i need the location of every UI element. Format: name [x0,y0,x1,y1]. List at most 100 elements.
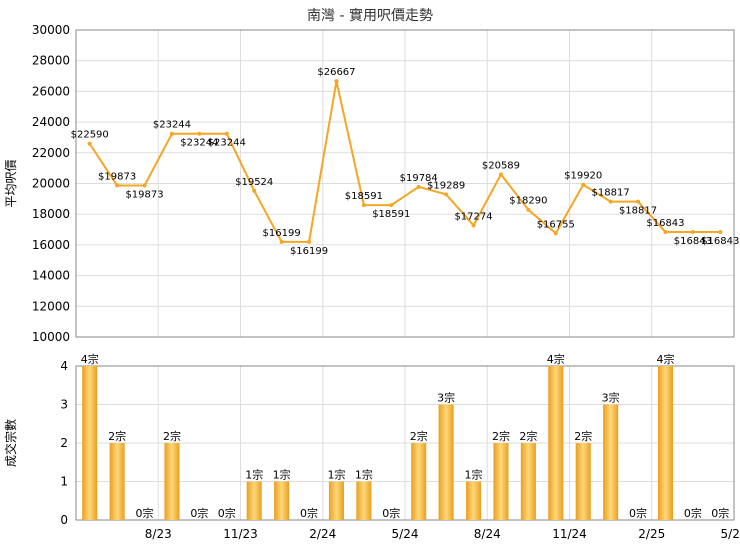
price-data-label: $20589 [482,160,520,171]
count-y-tick-label: 0 [60,513,68,527]
count-y-tick-label: 4 [60,359,68,373]
transaction-bar [411,443,427,520]
price-point [224,131,229,136]
price-y-tick-label: 22000 [32,146,70,160]
price-data-label: $23244 [153,120,191,131]
price-line-plot: 10000 12000 14000 16000 18000 20000 22000 24000… [4,23,739,344]
price-data-label: $23244 [208,138,246,149]
transaction-bar-label: 1宗 [245,468,263,482]
transaction-bar [575,443,591,520]
price-point [142,183,147,188]
price-point [389,203,394,208]
transaction-bar-label: 1宗 [355,468,373,482]
price-y-tick-label: 30000 [32,23,70,37]
transaction-bar-label: 1宗 [273,468,291,482]
transaction-bar [657,366,673,520]
x-tick-label: 11/23 [223,527,258,541]
transaction-bar-label: 1宗 [327,468,345,482]
price-y-tick-label: 26000 [32,84,70,98]
price-point [87,141,92,146]
x-tick-label: 8/24 [474,527,501,541]
transaction-bar [246,481,262,520]
price-y-tick-label: 10000 [32,330,70,344]
transaction-bar-label: 0宗 [136,506,154,520]
x-tick-label: 2/25 [638,527,665,541]
price-y-axis-label: 平均呎價 [4,159,18,207]
price-point [581,182,586,187]
transaction-bar-label: 0宗 [684,506,702,520]
price-point [498,172,503,177]
price-data-label: $18817 [619,206,657,217]
x-tick-label: 8/23 [145,527,172,541]
price-data-label: $26667 [317,67,355,78]
price-point [169,131,174,136]
price-point [416,184,421,189]
price-point [636,199,641,204]
price-data-label: $16199 [263,228,301,239]
price-point [252,188,257,193]
transaction-bar-label: 0宗 [218,506,236,520]
transaction-bar [438,404,454,520]
price-data-label: $16755 [537,219,575,230]
price-point [526,207,531,212]
price-data-label: $16843 [674,236,712,247]
transaction-bar-plot: 0 1 2 3 4 成交宗數 4宗 2宗 0宗 2宗 0宗 0宗 1宗 1宗 0宗 1宗 1宗 0宗 2宗 3宗 1宗 2… [3,352,740,541]
transaction-bar-label: 2宗 [108,429,126,443]
price-y-tick-label: 24000 [32,115,70,129]
transaction-bar-label: 3宗 [437,391,455,405]
price-point [307,239,312,244]
price-y-tick-label: 12000 [32,299,70,313]
transaction-bar [603,404,619,520]
transaction-bar-label: 0宗 [629,506,647,520]
transaction-bar-label: 2宗 [574,429,592,443]
transaction-bar-label: 3宗 [602,391,620,405]
price-data-label: $19873 [125,189,163,200]
count-y-tick-label: 2 [60,436,68,450]
x-tick-label: 2/24 [309,527,336,541]
price-data-label: $19873 [98,171,136,182]
price-y-tick-label: 18000 [32,207,70,221]
price-y-tick-label: 16000 [32,238,70,252]
price-data-label: $19784 [400,173,438,184]
count-y-tick-label: 1 [60,475,68,489]
transaction-bar [493,443,509,520]
price-data-label: $16843 [701,236,739,247]
transaction-bar-label: 0宗 [711,506,729,520]
x-tick-label: 5/25 [721,527,740,541]
price-point [471,223,476,228]
price-data-label: $16199 [290,246,328,257]
price-point [115,183,120,188]
transaction-bar [356,481,372,520]
price-point [334,79,339,84]
x-tick-label: 11/24 [552,527,587,541]
transaction-bar [466,481,482,520]
price-data-label: $19524 [235,177,273,188]
transaction-bar-label: 4宗 [81,352,99,366]
transaction-bar-label: 4宗 [656,352,674,366]
transaction-bar [109,443,125,520]
price-point [444,192,449,197]
transaction-bar [328,481,344,520]
transaction-bar [548,366,564,520]
bottom-plot-frame [75,365,735,521]
price-point [663,229,668,234]
top-plot-frame [75,29,735,338]
chart-title: 南灣 - 實用呎價走勢 [307,7,433,24]
price-data-label: $18591 [372,209,410,220]
transaction-bar-label: 1宗 [465,468,483,482]
transaction-bar-label: 2宗 [410,429,428,443]
price-point [279,239,284,244]
price-y-tick-label: 20000 [32,177,70,191]
x-tick-label: 5/24 [392,527,419,541]
price-data-label: $18591 [345,191,383,202]
price-data-label: $23244 [180,138,218,149]
price-data-label: $17274 [454,211,492,222]
transaction-bar [164,443,180,520]
transaction-bar [520,443,536,520]
price-point [690,229,695,234]
price-point [197,131,202,136]
transaction-bar-label: 2宗 [519,429,537,443]
transaction-bar-label: 2宗 [163,429,181,443]
transaction-bar-label: 4宗 [547,352,565,366]
